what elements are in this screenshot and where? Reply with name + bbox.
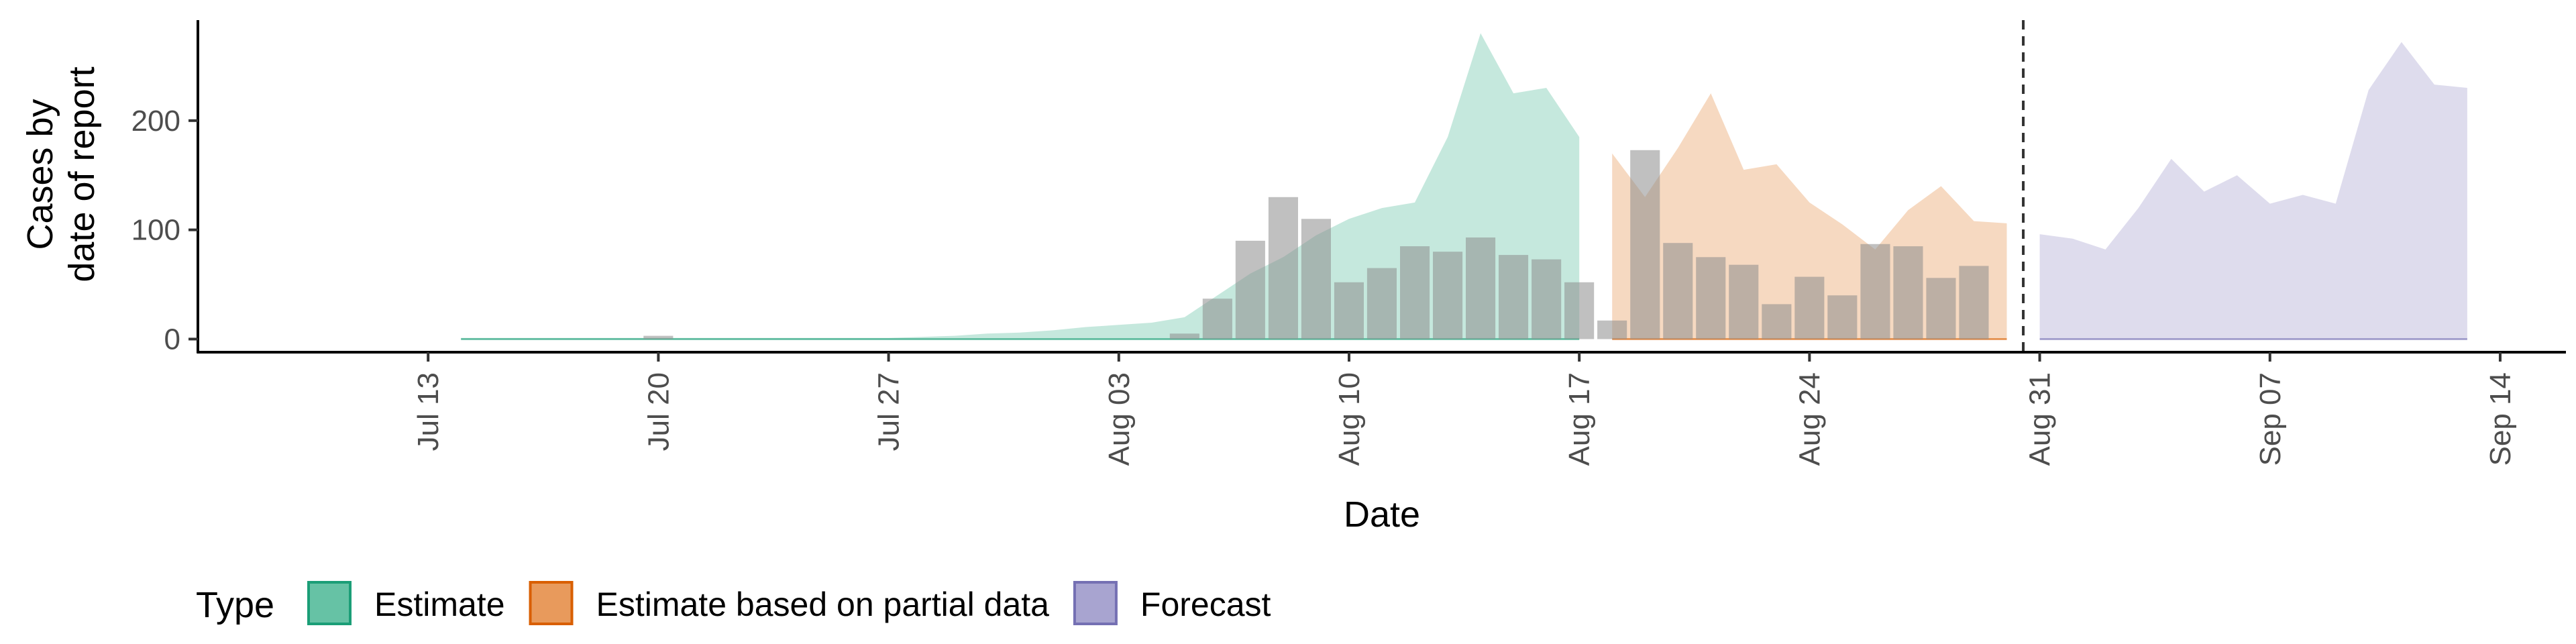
legend-label-2: Forecast [1140, 586, 1271, 623]
bar-2020-08-16 [1532, 259, 1562, 339]
bar-2020-08-17 [1564, 282, 1595, 339]
bar-2020-08-29 [1959, 266, 1989, 339]
y-tick-label-0: 0 [164, 323, 180, 356]
y-tick-label-100: 100 [131, 214, 180, 247]
x-tick-label-2: Jul 27 [873, 372, 906, 451]
bar-2020-08-08 [1268, 197, 1298, 339]
bar-2020-08-14 [1466, 237, 1496, 339]
bar-2020-08-27 [1893, 246, 1923, 339]
bar-2020-08-28 [1926, 278, 1956, 339]
bar-2020-08-23 [1762, 304, 1792, 339]
bar-2020-08-20 [1663, 243, 1693, 339]
bar-2020-08-15 [1499, 255, 1529, 339]
y-axis-title: Cases by date of report [20, 66, 102, 282]
legend-swatch-2 [1073, 581, 1118, 625]
y-axis-title-line-1: Cases by [20, 99, 60, 250]
bar-2020-08-10 [1334, 282, 1364, 339]
bar-2020-08-25 [1827, 295, 1858, 339]
bar-2020-08-07 [1235, 240, 1265, 339]
bar-2020-08-09 [1301, 219, 1331, 339]
bar-2020-08-26 [1860, 244, 1890, 339]
bar-2020-08-11 [1366, 268, 1397, 339]
area-estimate [461, 33, 1580, 339]
bar-2020-08-19 [1630, 150, 1660, 339]
x-tick-label-9: Sep 14 [2484, 372, 2517, 466]
bar-series-group [643, 150, 1989, 339]
bar-2020-08-05 [1169, 333, 1199, 339]
bar-2020-08-22 [1729, 264, 1759, 339]
bar-2020-08-06 [1202, 299, 1232, 339]
area-series-group [461, 33, 2467, 340]
bar-2020-08-12 [1400, 246, 1430, 339]
legend-swatch-1 [529, 581, 574, 625]
bar-2020-08-24 [1794, 276, 1825, 339]
x-tick-label-5: Aug 17 [1563, 372, 1596, 466]
area-forecast [2039, 42, 2467, 339]
legend-label-0: Estimate [374, 586, 505, 623]
legend-label-1: Estimate based on partial data [596, 586, 1050, 623]
bar-2020-08-18 [1597, 320, 1627, 339]
legend-title: Type [196, 585, 274, 625]
bar-2020-07-20 [643, 335, 674, 339]
y-tick-label-200: 200 [131, 105, 180, 138]
x-tick-label-3: Aug 03 [1103, 372, 1136, 466]
x-axis-title: Date [1344, 494, 1420, 535]
x-tick-label-8: Sep 07 [2254, 372, 2287, 466]
x-tick-label-4: Aug 10 [1333, 372, 1366, 466]
x-tick-label-1: Jul 20 [642, 372, 675, 451]
x-tick-label-6: Aug 24 [1793, 372, 1826, 466]
axes-group: 0 100 200 Jul 13 Jul 20 Jul 27 Aug 03 Aug 10 Aug… [131, 20, 2566, 466]
x-tick-label-7: Aug 31 [2024, 372, 2057, 466]
legend-swatch-0 [307, 581, 352, 625]
y-axis-title-line-2: date of report [62, 66, 102, 282]
legend: Type Estimate Estimate based on partial d… [196, 581, 1271, 625]
x-tick-label-0: Jul 13 [412, 372, 445, 451]
bar-2020-08-13 [1433, 252, 1463, 339]
bar-2020-08-21 [1696, 257, 1726, 339]
